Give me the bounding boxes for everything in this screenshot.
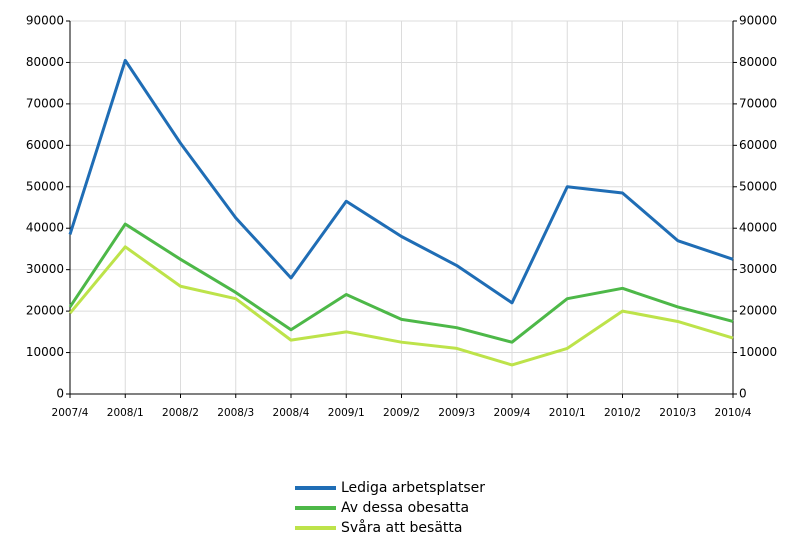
series-line [68,58,734,305]
x-tick-label: 2009/1 [328,407,365,419]
x-tick-label: 2008/1 [107,407,144,419]
y2-tick-label: 80000 [739,55,777,69]
y-tick-label: 40000 [26,221,64,235]
legend-label: Lediga arbetsplatser [341,480,485,496]
y-tick-label: 70000 [26,96,64,110]
y2-tick-label: 20000 [739,304,777,318]
series-line [68,245,734,367]
x-tick-label: 2009/4 [494,407,531,419]
y-tick-label: 90000 [26,14,64,28]
y-tick-label: 80000 [26,55,64,69]
y-tick-label: 20000 [26,304,64,318]
legend-label: Svåra att besätta [341,519,462,536]
x-tick-label: 2009/2 [383,407,420,419]
y-tick-label: 10000 [26,345,64,359]
x-tick-label: 2010/3 [659,407,696,419]
y2-tick-label: 90000 [739,14,777,28]
x-tick-label: 2010/2 [604,407,641,419]
x-tick-label: 2008/2 [162,407,199,419]
x-tick-label: 2008/3 [217,407,254,419]
y2-tick-label: 10000 [739,345,777,359]
legend-label: Av dessa obesatta [341,500,469,516]
y-tick-label: 60000 [26,138,64,152]
x-tick-label: 2010/4 [715,407,752,419]
y2-tick-label: 60000 [739,138,777,152]
x-tick-label: 2007/4 [52,407,89,419]
y-tick-label: 30000 [26,262,64,276]
x-tick-label: 2008/4 [273,407,310,419]
y2-tick-label: 0 [739,387,747,401]
y2-tick-label: 40000 [739,221,777,235]
x-tick-label: 2010/1 [549,407,586,419]
y-tick-label: 0 [56,387,64,401]
y2-tick-label: 30000 [739,262,777,276]
y-tick-label: 50000 [26,179,64,193]
y2-tick-label: 70000 [739,96,777,110]
y2-tick-label: 50000 [739,179,777,193]
x-tick-label: 2009/3 [438,407,475,419]
series-line [68,222,734,344]
